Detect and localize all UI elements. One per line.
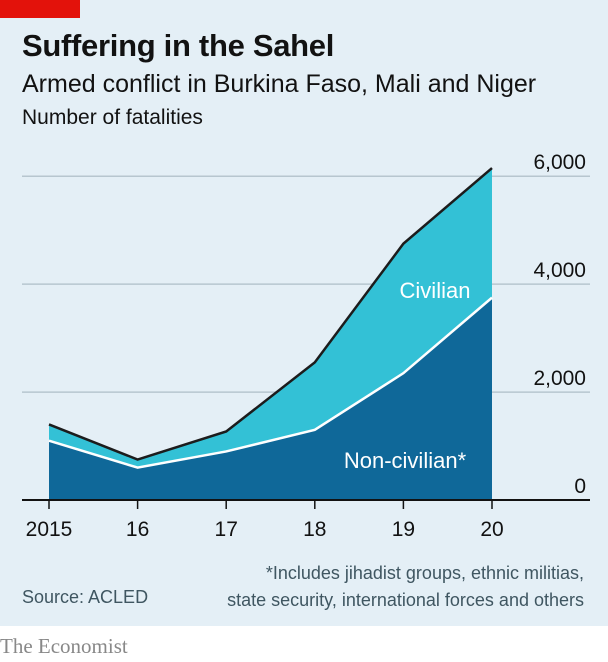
line-non-civilian (48, 296, 493, 469)
y-tick-label: 4,000 (533, 259, 586, 282)
footnote: *Includes jihadist groups, ethnic militi… (227, 560, 584, 614)
chart-panel (0, 0, 608, 626)
area-chart: 2015 16 17 18 19 20 0 2,000 4,000 6,000 Civilian… (22, 151, 590, 541)
x-tick-label: 18 (303, 518, 326, 541)
line-total (48, 167, 493, 461)
chart-title: Suffering in the Sahel (22, 28, 335, 63)
footnote-line-1: *Includes jihadist groups, ethnic militi… (265, 563, 584, 583)
y-tick-label: 2,000 (533, 367, 586, 390)
series-label-non-civilian: Non-civilian* (344, 448, 467, 473)
gridlines (22, 175, 590, 393)
y-tick-label: 6,000 (533, 151, 586, 174)
chart-unit-label: Number of fatalities (22, 106, 203, 129)
brand-wordmark: The Economist (0, 634, 128, 658)
x-tick-label: 16 (126, 518, 149, 541)
x-axis-ticks: 2015 16 17 18 19 20 (26, 500, 504, 541)
y-tick-label: 0 (574, 475, 586, 498)
area-civilian (49, 168, 492, 468)
source-note: Source: ACLED (22, 587, 149, 607)
chart-subtitle: Armed conflict in Burkina Faso, Mali and… (22, 70, 537, 98)
x-tick-label: 17 (215, 518, 238, 541)
area-non-civilian (49, 297, 492, 500)
x-tick-label: 19 (392, 518, 415, 541)
x-tick-label: 2015 (26, 518, 73, 541)
series-label-civilian: Civilian (400, 278, 471, 303)
x-tick-label: 20 (480, 518, 503, 541)
y-axis-labels: 0 2,000 4,000 6,000 (533, 151, 586, 498)
footnote-line-2: state security, international forces and… (227, 590, 584, 610)
brand-red-tag (0, 0, 80, 18)
